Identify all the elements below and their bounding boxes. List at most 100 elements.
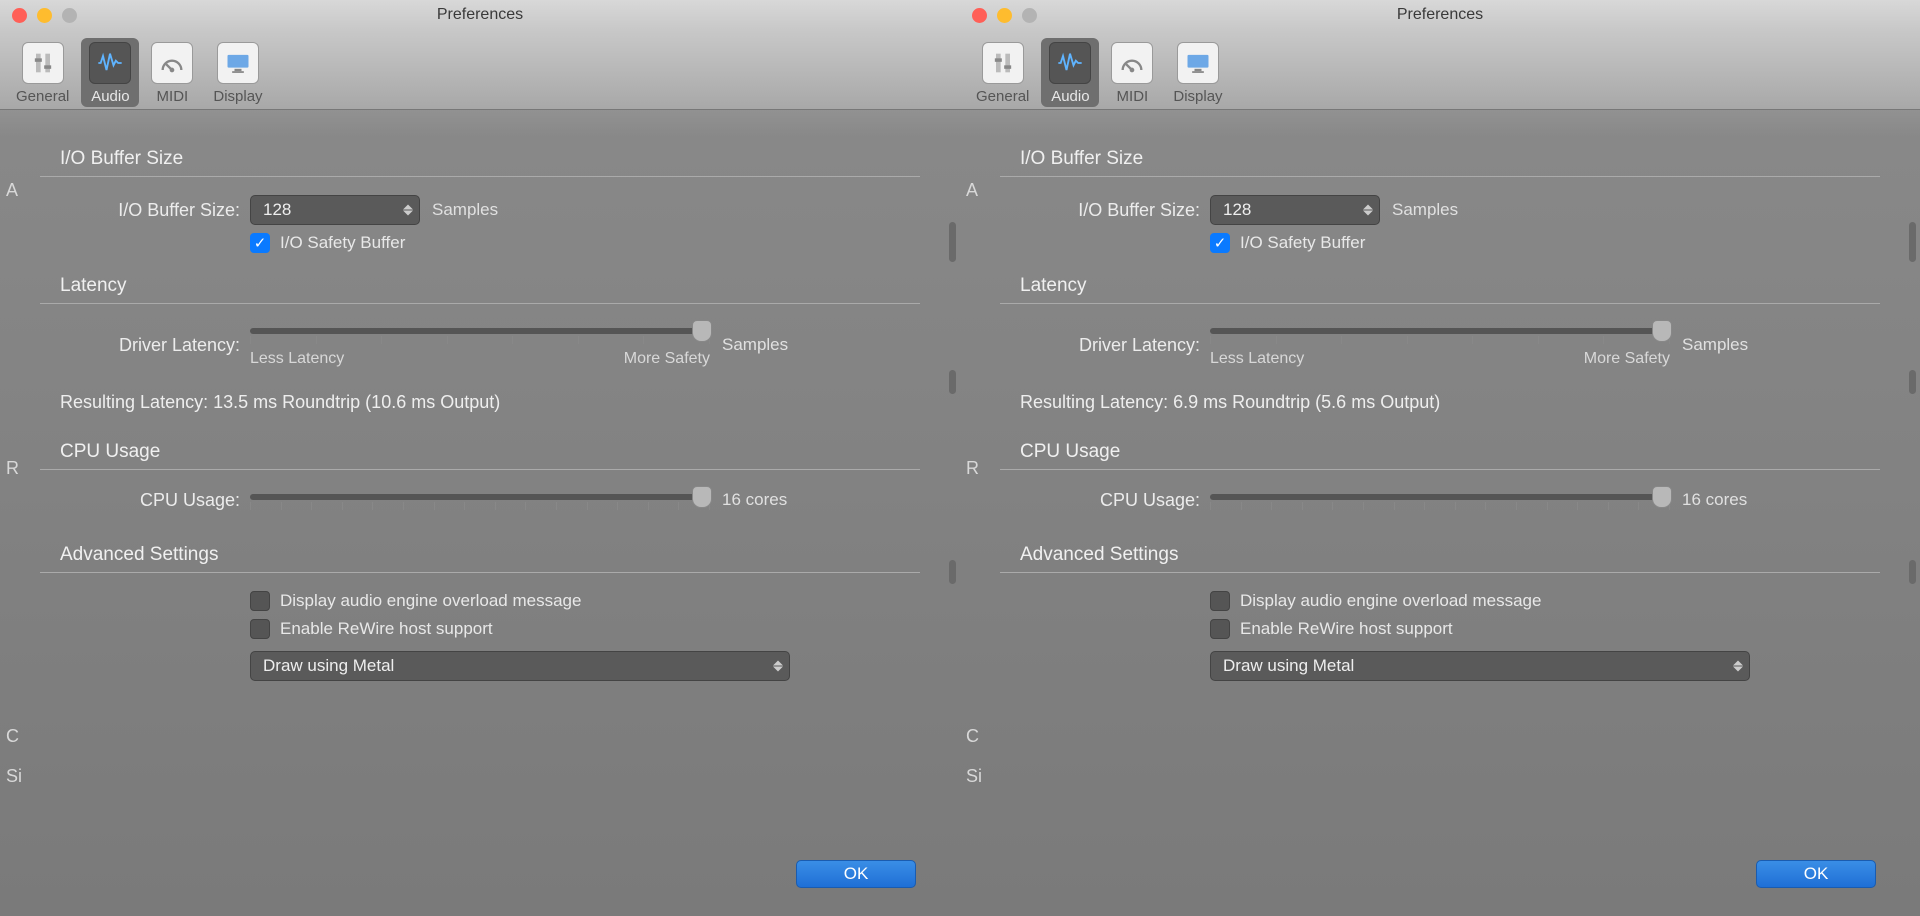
rewire-checkbox[interactable] (1210, 619, 1230, 639)
slider-thumb[interactable] (692, 486, 712, 508)
scrollbar[interactable] (949, 222, 956, 262)
driver-latency-label: Driver Latency: (40, 335, 250, 356)
io-safety-label: I/O Safety Buffer (1240, 233, 1365, 253)
stepper-icon (773, 661, 783, 672)
overload-label: Display audio engine overload message (280, 591, 581, 611)
tab-audio[interactable]: Audio (1041, 38, 1099, 107)
gauge-icon (151, 42, 193, 84)
section-cpu: CPU Usage (40, 433, 920, 470)
latency-right-label: More Safety (624, 350, 710, 368)
scrollbar[interactable] (1909, 560, 1916, 584)
overload-checkbox[interactable] (1210, 591, 1230, 611)
toolbar: General Audio MIDI Display (0, 30, 960, 110)
peek-letter: R (6, 458, 19, 479)
tab-label: Display (1173, 88, 1222, 105)
peek-letter: C (6, 726, 19, 747)
draw-mode-select[interactable]: Draw using Metal (250, 651, 790, 681)
cpu-unit: 16 cores (1682, 490, 1747, 510)
stepper-icon (1363, 205, 1373, 216)
io-buffer-value: 128 (1223, 200, 1251, 220)
tab-audio[interactable]: Audio (81, 38, 139, 107)
tab-label: General (976, 88, 1029, 105)
resulting-latency: Resulting Latency: 6.9 ms Roundtrip (5.6… (1000, 372, 1880, 433)
content: I/O Buffer Size I/O Buffer Size: 128 Sam… (960, 110, 1920, 705)
window-title: Preferences (0, 6, 960, 24)
driver-latency-slider[interactable] (1210, 328, 1670, 334)
latency-right-label: More Safety (1584, 350, 1670, 368)
monitor-icon (1177, 42, 1219, 84)
overload-checkbox[interactable] (250, 591, 270, 611)
tab-label: Audio (91, 88, 129, 105)
latency-left-label: Less Latency (250, 350, 344, 368)
preferences-window-left: Preferences General Audio MIDI Display (0, 0, 960, 916)
latency-unit: Samples (722, 335, 788, 355)
section-latency: Latency (40, 267, 920, 304)
tab-label: General (16, 88, 69, 105)
tab-display[interactable]: Display (205, 38, 270, 107)
stepper-icon (403, 205, 413, 216)
section-latency: Latency (1000, 267, 1880, 304)
slider-thumb[interactable] (692, 320, 712, 342)
resulting-latency: Resulting Latency: 13.5 ms Roundtrip (10… (40, 372, 920, 433)
draw-mode-value: Draw using Metal (1223, 656, 1354, 676)
tab-midi[interactable]: MIDI (143, 38, 201, 107)
tab-general[interactable]: General (968, 38, 1037, 107)
slider-thumb[interactable] (1652, 486, 1672, 508)
peek-letter: A (966, 180, 978, 201)
draw-mode-select[interactable]: Draw using Metal (1210, 651, 1750, 681)
preferences-window-right: Preferences General Audio MIDI Display (960, 0, 1920, 916)
content: I/O Buffer Size I/O Buffer Size: 128 Sam… (0, 110, 960, 705)
cpu-usage-slider[interactable] (1210, 494, 1670, 500)
io-buffer-unit: Samples (1392, 200, 1458, 220)
io-safety-checkbox[interactable]: ✓ (1210, 233, 1230, 253)
tab-label: MIDI (157, 88, 189, 105)
scrollbar[interactable] (949, 370, 956, 394)
slider-thumb[interactable] (1652, 320, 1672, 342)
io-buffer-select[interactable]: 128 (250, 195, 420, 225)
peek-letter: R (966, 458, 979, 479)
toolbar: General Audio MIDI Display (960, 30, 1920, 110)
waveform-icon (1049, 42, 1091, 84)
rewire-label: Enable ReWire host support (280, 619, 493, 639)
monitor-icon (217, 42, 259, 84)
section-cpu: CPU Usage (1000, 433, 1880, 470)
io-buffer-label: I/O Buffer Size: (40, 200, 250, 221)
tab-display[interactable]: Display (1165, 38, 1230, 107)
tab-label: Audio (1051, 88, 1089, 105)
driver-latency-label: Driver Latency: (1000, 335, 1210, 356)
section-io-buffer: I/O Buffer Size (40, 140, 920, 177)
ok-button[interactable]: OK (1756, 860, 1876, 888)
latency-unit: Samples (1682, 335, 1748, 355)
cpu-usage-label: CPU Usage: (1000, 490, 1210, 511)
rewire-checkbox[interactable] (250, 619, 270, 639)
tab-midi[interactable]: MIDI (1103, 38, 1161, 107)
scrollbar[interactable] (1909, 222, 1916, 262)
peek-letter: A (6, 180, 18, 201)
peek-letter: C (966, 726, 979, 747)
cpu-usage-label: CPU Usage: (40, 490, 250, 511)
io-buffer-value: 128 (263, 200, 291, 220)
slider-icon (22, 42, 64, 84)
rewire-label: Enable ReWire host support (1240, 619, 1453, 639)
titlebar: Preferences (960, 0, 1920, 30)
tab-label: Display (213, 88, 262, 105)
scrollbar[interactable] (1909, 370, 1916, 394)
peek-letter: Si (6, 766, 22, 787)
io-buffer-select[interactable]: 128 (1210, 195, 1380, 225)
titlebar: Preferences (0, 0, 960, 30)
section-io-buffer: I/O Buffer Size (1000, 140, 1880, 177)
stepper-icon (1733, 661, 1743, 672)
io-buffer-unit: Samples (432, 200, 498, 220)
io-safety-checkbox[interactable]: ✓ (250, 233, 270, 253)
cpu-usage-slider[interactable] (250, 494, 710, 500)
cpu-unit: 16 cores (722, 490, 787, 510)
driver-latency-slider[interactable] (250, 328, 710, 334)
peek-letter: Si (966, 766, 982, 787)
ok-button[interactable]: OK (796, 860, 916, 888)
tab-label: MIDI (1117, 88, 1149, 105)
window-title: Preferences (960, 6, 1920, 24)
section-advanced: Advanced Settings (40, 536, 920, 573)
io-safety-label: I/O Safety Buffer (280, 233, 405, 253)
scrollbar[interactable] (949, 560, 956, 584)
tab-general[interactable]: General (8, 38, 77, 107)
